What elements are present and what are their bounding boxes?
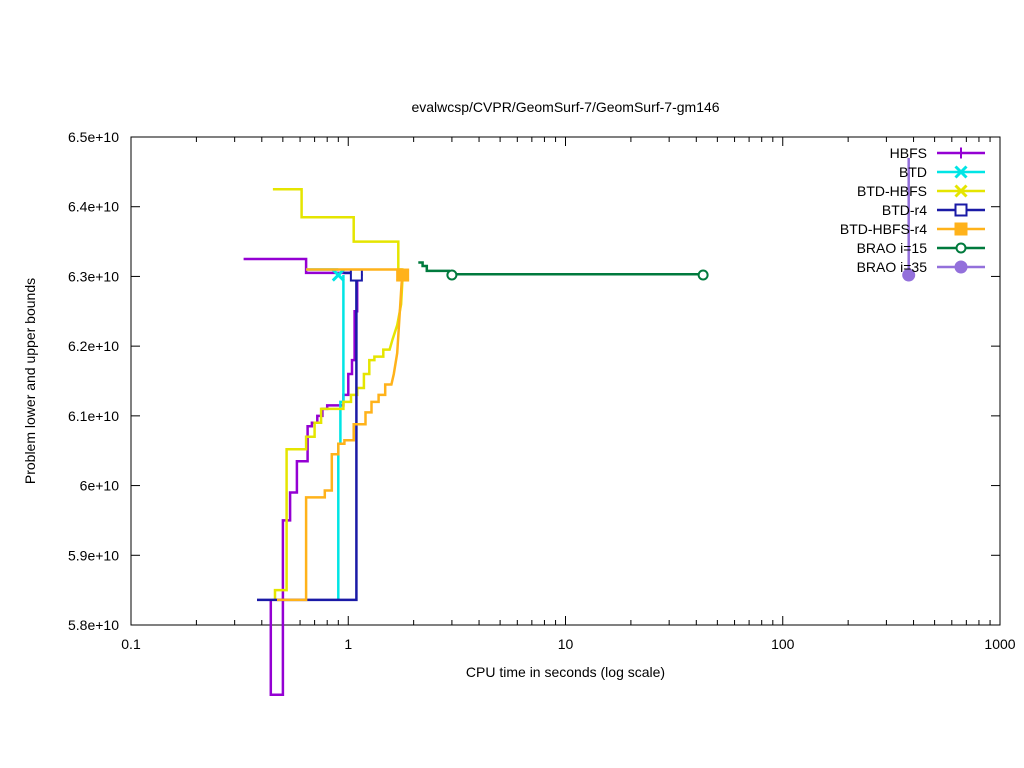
cross-marker — [331, 268, 345, 282]
plot-border — [130, 136, 1001, 626]
y-axis-title: Problem lower and upper bounds — [22, 278, 38, 484]
upper-bound-line — [272, 188, 404, 271]
series-hbfs — [243, 257, 363, 696]
x-tick-label: 100 — [771, 636, 795, 652]
square-marker — [349, 268, 363, 282]
lower-bound-line — [337, 275, 345, 600]
y-tick-label: 5.8e+10 — [68, 617, 119, 633]
circle-marker — [697, 269, 709, 281]
chart-title: evalwcsp/CVPR/GeomSurf-7/GeomSurf-7-gm14… — [411, 99, 719, 115]
legend: HBFS BTD BTD-HBFS BTD-r4 BTD-HBFS-r4 BRAO i=1… — [840, 145, 985, 275]
series-brao-i-35 — [902, 157, 916, 282]
x-tick-label: 0.1 — [121, 636, 141, 652]
square-marker — [954, 203, 968, 217]
filled-square-marker — [396, 268, 410, 282]
legend-label: BRAO i=15 — [857, 240, 928, 256]
series-group — [243, 157, 916, 696]
series-btd-hbfs — [272, 188, 410, 600]
x-tick-label: 1000 — [984, 636, 1015, 652]
y-tick-label: 5.9e+10 — [68, 547, 119, 563]
lower-bound-line — [277, 274, 404, 602]
legend-label: HBFS — [890, 145, 927, 161]
filled-circle-marker — [902, 268, 916, 282]
y-tick-label: 6e+10 — [80, 478, 120, 494]
x-axis-title: CPU time in seconds (log scale) — [466, 664, 665, 680]
y-tick-label: 6.1e+10 — [68, 408, 119, 424]
circle-marker — [955, 242, 967, 254]
cross-marker — [954, 165, 968, 179]
y-tick-label: 6.3e+10 — [68, 268, 119, 284]
legend-label: BRAO i=35 — [857, 259, 928, 275]
series-brao-i-15 — [418, 261, 709, 281]
y-tick-label: 6.2e+10 — [68, 338, 119, 354]
y-axis: 5.8e+10 5.9e+10 6e+10 6.1e+10 6.2e+10 6.3e+10… — [68, 129, 1000, 633]
filled-square-marker — [954, 222, 968, 236]
upper-bound-line — [243, 257, 358, 275]
legend-label: BTD-HBFS — [857, 183, 927, 199]
legend-label: BTD — [899, 164, 927, 180]
x-axis: 0.1 1 10 100 1000 — [121, 137, 1016, 652]
filled-circle-marker — [954, 260, 968, 274]
y-tick-label: 6.4e+10 — [68, 199, 119, 215]
legend-label: BTD-r4 — [882, 202, 927, 218]
plot-area — [130, 136, 1001, 626]
legend-label: BTD-HBFS-r4 — [840, 221, 927, 237]
cross-marker — [954, 184, 968, 198]
upper-bound-line — [418, 261, 704, 276]
series-btd-r4 — [257, 268, 363, 602]
series-btd — [306, 268, 345, 600]
x-tick-label: 10 — [558, 636, 574, 652]
plus-marker — [955, 147, 967, 159]
x-tick-label: 1 — [344, 636, 352, 652]
series-btd-hbfs-r4 — [277, 268, 410, 602]
circle-marker — [446, 269, 458, 281]
y-tick-label: 6.5e+10 — [68, 129, 119, 145]
